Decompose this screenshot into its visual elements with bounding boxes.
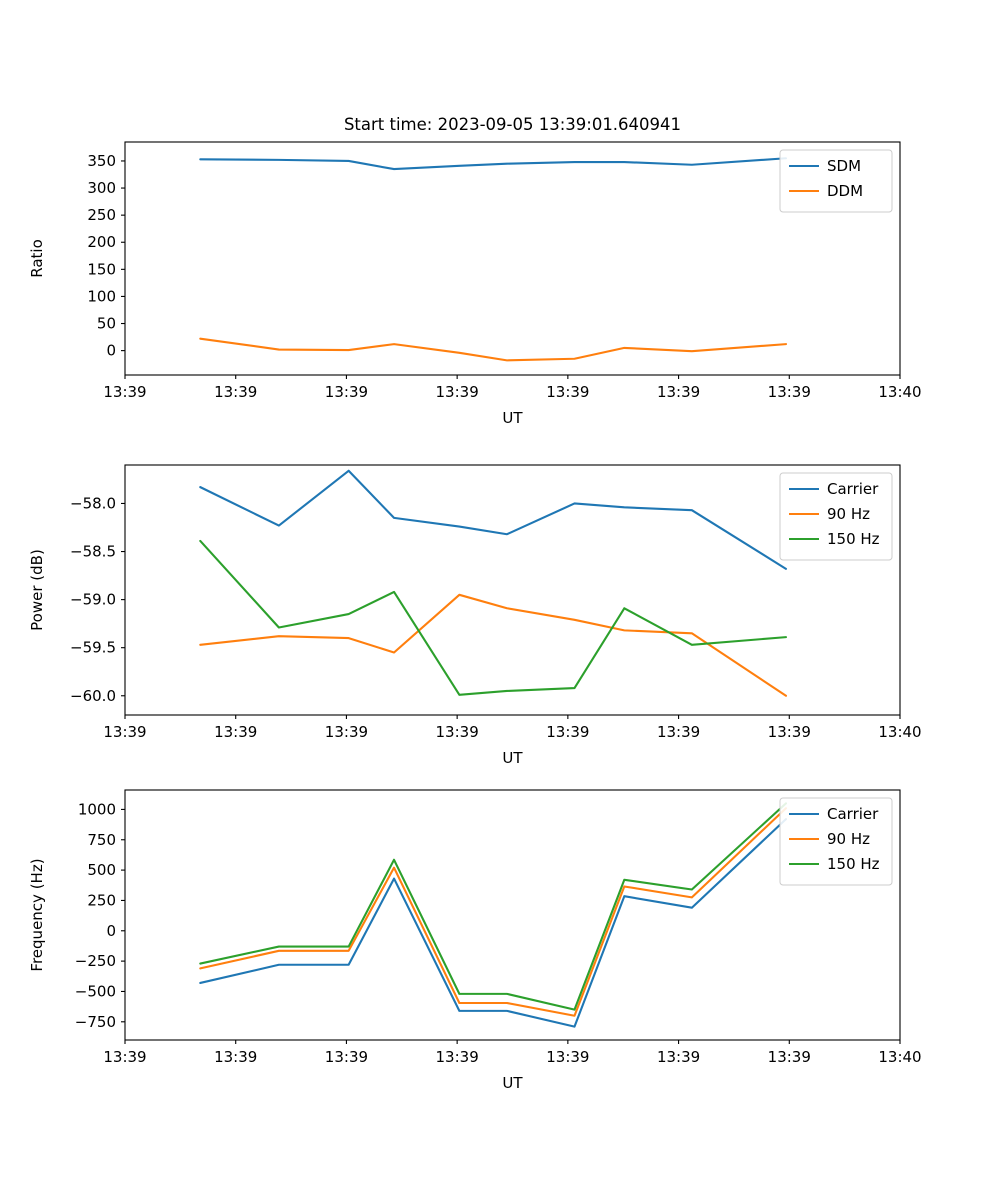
y-tick-label: 200 (87, 233, 116, 251)
x-tick-label: 13:39 (768, 723, 811, 741)
series-line-sdm (199, 157, 788, 171)
y-tick-label: 50 (97, 315, 116, 333)
x-tick-label: 13:39 (103, 723, 146, 741)
x-tick-label: 13:39 (436, 383, 479, 401)
y-tick-label: −750 (75, 1013, 116, 1031)
series-line-150-hz (199, 802, 788, 1011)
x-tick-label: 13:39 (325, 723, 368, 741)
legend-label: DDM (827, 182, 863, 200)
x-tick-label: 13:40 (878, 383, 921, 401)
y-tick-label: −60.0 (70, 687, 116, 705)
x-tick-label: 13:39 (214, 1048, 257, 1066)
y-tick-label: 1000 (78, 800, 116, 818)
legend-label: 90 Hz (827, 830, 870, 848)
legend-label: 90 Hz (827, 505, 870, 523)
x-tick-label: 13:39 (436, 1048, 479, 1066)
x-axis-label: UT (502, 749, 523, 767)
y-axis-label: Power (dB) (28, 549, 46, 631)
x-tick-label: 13:39 (657, 383, 700, 401)
y-tick-label: −59.0 (70, 591, 116, 609)
y-tick-label: 250 (87, 206, 116, 224)
y-tick-label: 0 (106, 342, 116, 360)
x-tick-label: 13:39 (103, 1048, 146, 1066)
x-tick-label: 13:39 (214, 723, 257, 741)
y-tick-label: −59.5 (70, 639, 116, 657)
x-tick-label: 13:39 (214, 383, 257, 401)
chart-title: Start time: 2023-09-05 13:39:01.640941 (344, 115, 681, 134)
legend-label: Carrier (827, 480, 879, 498)
x-tick-label: 13:39 (103, 383, 146, 401)
series-line-carrier (199, 818, 788, 1028)
x-axis-label: UT (502, 409, 523, 427)
subplot-ratio: Start time: 2023-09-05 13:39:01.640941 13… (0, 110, 1000, 460)
x-tick-label: 13:39 (768, 383, 811, 401)
axes-frame (124, 789, 901, 1041)
y-tick-label: 0 (106, 922, 116, 940)
y-tick-label: −58.0 (70, 494, 116, 512)
legend-label: SDM (827, 157, 861, 175)
plot-area-1: 13:39 13:39 13:39 13:39 13:39 13:39 13:39 13:40… (28, 464, 922, 767)
y-axis-label: Ratio (28, 239, 46, 278)
x-tick-label: 13:40 (878, 723, 921, 741)
x-tick-label: 13:39 (325, 383, 368, 401)
y-tick-label: 750 (87, 831, 116, 849)
x-tick-label: 13:39 (657, 1048, 700, 1066)
legend-label: 150 Hz (827, 530, 880, 548)
x-tick-label: 13:39 (657, 723, 700, 741)
legend-label: 150 Hz (827, 855, 880, 873)
series-line-90-hz (199, 593, 788, 697)
y-tick-label: −58.5 (70, 543, 116, 561)
plot-area-2: 13:39 13:39 13:39 13:39 13:39 13:39 13:39 13:40… (28, 789, 922, 1092)
y-tick-label: 300 (87, 179, 116, 197)
plot-area-0: Start time: 2023-09-05 13:39:01.640941 13… (28, 115, 922, 427)
y-tick-label: −500 (75, 982, 116, 1000)
y-tick-label: 500 (87, 861, 116, 879)
series-line-150-hz (199, 539, 788, 696)
y-tick-label: 250 (87, 891, 116, 909)
series-line-ddm (199, 337, 788, 362)
x-tick-label: 13:39 (768, 1048, 811, 1066)
axes-frame (124, 464, 901, 716)
x-tick-label: 13:39 (325, 1048, 368, 1066)
x-axis-label: UT (502, 1074, 523, 1092)
y-tick-label: 350 (87, 152, 116, 170)
x-tick-label: 13:39 (546, 723, 589, 741)
y-tick-label: −250 (75, 952, 116, 970)
x-tick-label: 13:39 (546, 1048, 589, 1066)
legend-label: Carrier (827, 805, 879, 823)
y-axis-label: Frequency (Hz) (28, 858, 46, 971)
x-tick-label: 13:40 (878, 1048, 921, 1066)
y-tick-label: 100 (87, 287, 116, 305)
y-tick-label: 150 (87, 260, 116, 278)
axes-frame (124, 141, 901, 376)
series-line-90-hz (199, 807, 788, 1017)
subplot-power: 13:39 13:39 13:39 13:39 13:39 13:39 13:39 13:40… (0, 455, 1000, 800)
series-line-carrier (199, 469, 788, 570)
x-tick-label: 13:39 (436, 723, 479, 741)
subplot-frequency: 13:39 13:39 13:39 13:39 13:39 13:39 13:39 13:40… (0, 780, 1000, 1125)
x-tick-label: 13:39 (546, 383, 589, 401)
